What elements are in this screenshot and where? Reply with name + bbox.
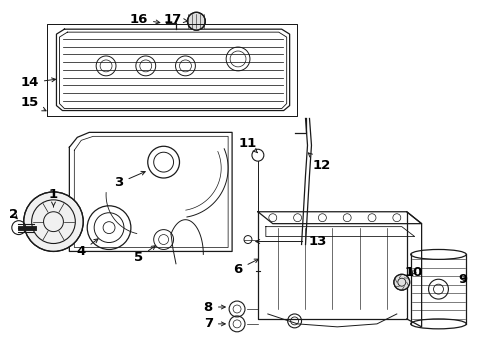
Text: 11: 11 <box>238 137 257 153</box>
Text: 15: 15 <box>20 96 46 111</box>
Text: 5: 5 <box>134 246 155 264</box>
Circle shape <box>187 12 205 30</box>
Text: 13: 13 <box>255 235 326 248</box>
Text: 1: 1 <box>49 188 58 207</box>
Text: 7: 7 <box>203 318 225 330</box>
Text: 17: 17 <box>163 13 187 26</box>
Text: 6: 6 <box>233 259 258 276</box>
Text: 3: 3 <box>114 171 145 189</box>
Text: 14: 14 <box>20 76 56 89</box>
Circle shape <box>393 274 409 290</box>
Text: 10: 10 <box>404 266 422 279</box>
Circle shape <box>24 192 83 251</box>
Text: 16: 16 <box>129 13 160 26</box>
Text: 8: 8 <box>203 301 225 314</box>
Text: 9: 9 <box>458 273 467 286</box>
Text: 12: 12 <box>307 153 330 172</box>
Text: 2: 2 <box>9 208 19 221</box>
Text: 4: 4 <box>77 239 98 258</box>
